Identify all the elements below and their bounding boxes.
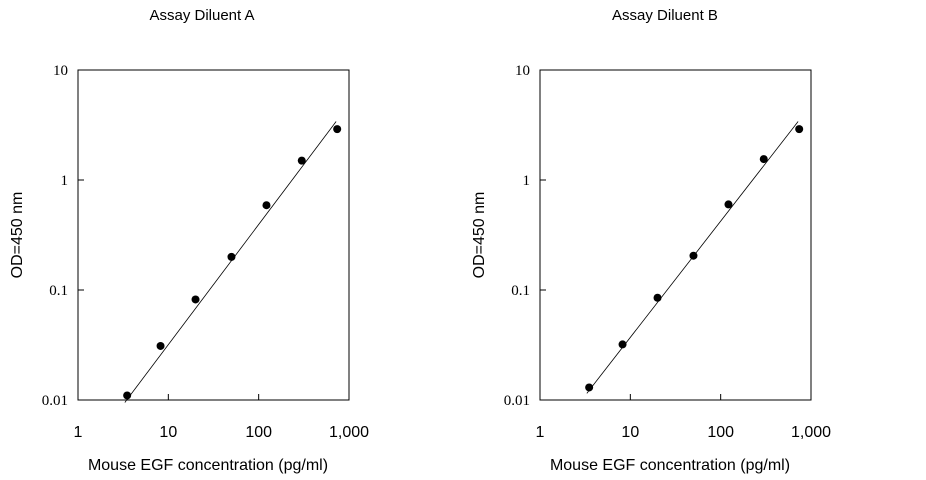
data-point xyxy=(191,295,200,304)
data-point xyxy=(689,251,698,260)
x-axis-label: Mouse EGF concentration (pg/ml) xyxy=(88,457,328,474)
x-tick-label: 10 xyxy=(159,424,177,441)
chart-title: Assay Diluent A xyxy=(149,7,254,24)
data-point xyxy=(333,125,342,134)
x-tick-label: 1,000 xyxy=(329,424,369,441)
chart-panel-assay-diluent-b: Assay Diluent B 0.01 0.1 1 10 1 10 100 1,000 O… xyxy=(471,7,831,474)
x-tick-label: 1 xyxy=(536,424,545,441)
y-tick-label: 1 xyxy=(61,173,69,189)
data-point xyxy=(618,340,627,349)
y-tick-label: 10 xyxy=(515,63,530,79)
plot-frame xyxy=(77,69,350,401)
x-tick-label: 10 xyxy=(621,424,639,441)
y-tick-label: 0.1 xyxy=(511,283,530,299)
data-point xyxy=(123,391,132,400)
data-point xyxy=(653,293,662,302)
y-tick-label: 0.01 xyxy=(42,393,68,409)
x-tick-label: 100 xyxy=(707,424,734,441)
y-tick-label: 10 xyxy=(53,63,68,79)
data-point xyxy=(724,200,733,209)
data-point xyxy=(585,383,594,392)
y-tick-label: 0.01 xyxy=(504,393,530,409)
y-axis-label: OD=450 nm xyxy=(9,192,26,279)
data-point xyxy=(227,252,236,261)
y-tick-label: 1 xyxy=(523,173,531,189)
data-point xyxy=(759,155,768,164)
plot-frame xyxy=(539,69,812,401)
data-point xyxy=(297,156,306,165)
chart-title: Assay Diluent B xyxy=(612,7,718,24)
fit-line xyxy=(124,121,337,403)
x-tick-label: 1,000 xyxy=(791,424,831,441)
chart-panel-assay-diluent-a: Assay Diluent A 0.01 0.1 1 10 1 10 100 1,000 O… xyxy=(9,7,369,474)
data-point xyxy=(156,341,165,350)
x-tick-label: 1 xyxy=(74,424,83,441)
data-point xyxy=(795,125,804,134)
x-tick-label: 100 xyxy=(245,424,272,441)
x-axis-label: Mouse EGF concentration (pg/ml) xyxy=(550,457,790,474)
data-point xyxy=(262,201,271,210)
y-axis-label: OD=450 nm xyxy=(471,192,488,279)
y-tick-label: 0.1 xyxy=(49,283,68,299)
